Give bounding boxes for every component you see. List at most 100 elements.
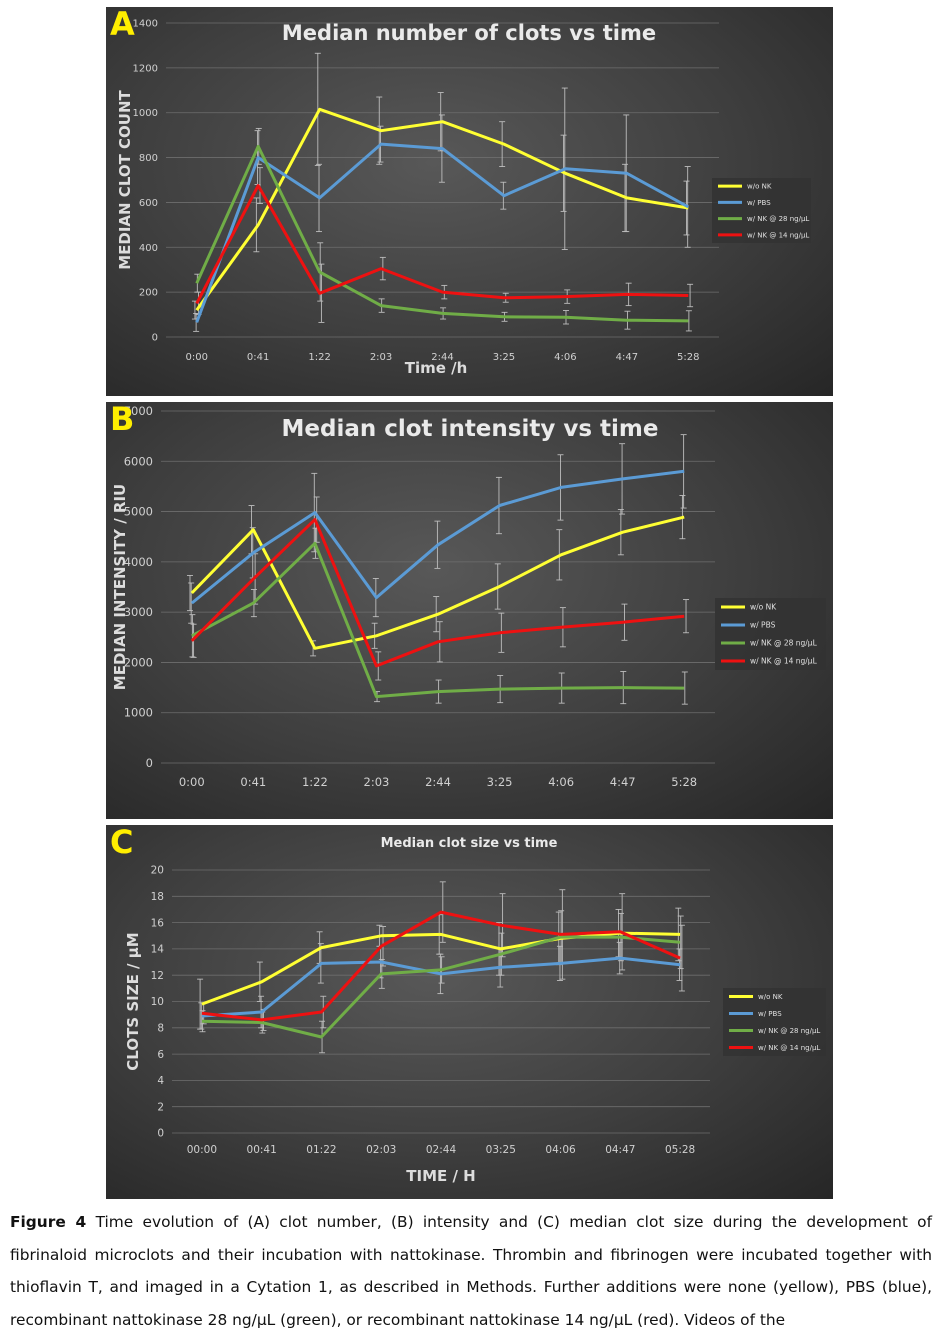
x-axis-label: TIME / H xyxy=(406,1167,475,1185)
x-tick-label: 1:22 xyxy=(302,775,328,789)
legend-box xyxy=(723,988,826,1056)
caption-label: Figure 4 xyxy=(10,1213,87,1231)
y-tick-label: 0 xyxy=(152,333,158,344)
chart-title: Median clot size vs time xyxy=(381,836,558,851)
x-tick-label: 04:47 xyxy=(605,1144,635,1156)
legend-label: w/ NK @ 14 ng/µL xyxy=(747,231,809,239)
panel-letter-b: B xyxy=(110,402,135,438)
y-tick-label: 2000 xyxy=(124,655,153,669)
chart-b-svg: 0 1000 2000 3000 4000 5000 6000 7000 0:00 0:41 1:2… xyxy=(111,404,826,789)
chart-c-svg: 0 2 4 6 8 10 12 14 16 18 20 00:00 00:41 01:22 02:03 02:… xyxy=(124,836,826,1185)
x-tick-label: 2:03 xyxy=(370,352,392,363)
y-tick-label: 3000 xyxy=(124,605,153,619)
legend-label: w/ NK @ 28 ng/µL xyxy=(747,215,809,223)
y-tick-label: 7000 xyxy=(124,404,153,418)
x-axis-label: Time /h xyxy=(405,359,468,377)
caption-text: Time evolution of (A) clot number, (B) i… xyxy=(10,1213,932,1329)
y-axis-label: MEDIAN CLOT COUNT xyxy=(116,89,134,269)
panel-letter-a: A xyxy=(110,7,135,43)
y-tick-label: 10 xyxy=(151,996,164,1008)
x-tick-label: 1:22 xyxy=(308,352,330,363)
x-tick-label: 0:41 xyxy=(240,775,266,789)
y-tick-label: 0 xyxy=(146,756,153,770)
y-tick-label: 6 xyxy=(157,1049,164,1061)
legend-box xyxy=(715,598,826,670)
series-line xyxy=(201,910,681,1022)
y-tick-label: 20 xyxy=(151,865,164,877)
series-line xyxy=(195,142,690,323)
x-tick-label: 3:25 xyxy=(487,775,513,789)
y-tick-label: 400 xyxy=(139,243,158,254)
y-tick-label: 600 xyxy=(139,198,158,209)
y-axis-label: CLOTS SIZE / µM xyxy=(124,932,142,1070)
x-tick-label: 00:41 xyxy=(247,1144,277,1156)
panel-letter-c: C xyxy=(110,825,134,861)
y-tick-label: 800 xyxy=(139,153,158,164)
y-tick-label: 6000 xyxy=(124,454,153,468)
x-tick-label: 2:44 xyxy=(425,775,451,789)
x-tick-label: 4:06 xyxy=(548,775,574,789)
legend-label: w/ PBS xyxy=(758,1010,782,1018)
x-tick-label: 5:28 xyxy=(677,352,699,363)
panel-b-intensity: 0 1000 2000 3000 4000 5000 6000 7000 0:00 0:41 1:2… xyxy=(106,402,833,819)
panel-c-clot-size: 0 2 4 6 8 10 12 14 16 18 20 00:00 00:41 01:22 02:03 02:… xyxy=(106,825,833,1199)
x-tick-label: 0:00 xyxy=(179,775,205,789)
y-tick-label: 5000 xyxy=(124,505,153,519)
y-tick-label: 8 xyxy=(157,1022,164,1034)
legend-label: w/ PBS xyxy=(747,199,771,207)
y-tick-label: 14 xyxy=(151,944,165,956)
series-line xyxy=(191,541,685,699)
legend-label: w/ NK @ 14 ng/µL xyxy=(758,1044,820,1052)
legend-label: w/o NK xyxy=(750,603,777,612)
series-line xyxy=(201,931,681,1006)
x-tick-label: 2:44 xyxy=(431,352,453,363)
legend-label: w/ NK @ 14 ng/µL xyxy=(750,657,818,666)
series-line xyxy=(190,515,685,650)
legend-label: w/ NK @ 28 ng/µL xyxy=(758,1027,820,1035)
y-tick-label: 2 xyxy=(157,1101,164,1113)
figure-caption: Figure 4 Time evolution of (A) clot numb… xyxy=(10,1206,932,1336)
legend-label: w/o NK xyxy=(747,183,772,191)
x-tick-label: 3:25 xyxy=(493,352,515,363)
x-tick-label: 02:03 xyxy=(366,1144,396,1156)
x-tick-label: 2:03 xyxy=(364,775,390,789)
legend-label: w/o NK xyxy=(758,993,783,1001)
chart-title: Median clot intensity vs time xyxy=(282,416,659,442)
x-tick-label: 4:47 xyxy=(610,775,636,789)
y-tick-label: 1000 xyxy=(124,706,153,720)
y-tick-label: 4 xyxy=(157,1075,164,1087)
y-tick-label: 18 xyxy=(151,891,164,903)
series-line xyxy=(201,956,681,1018)
x-tick-label: 4:47 xyxy=(616,352,638,363)
y-tick-label: 200 xyxy=(139,288,158,299)
y-tick-label: 1200 xyxy=(133,63,158,74)
x-tick-label: 00:00 xyxy=(187,1144,217,1156)
legend-label: w/ PBS xyxy=(750,621,776,630)
chart-title: Median number of clots vs time xyxy=(282,21,656,45)
x-tick-label: 03:25 xyxy=(486,1144,516,1156)
x-tick-label: 0:00 xyxy=(185,352,207,363)
chart-a-svg: 0 200 400 600 800 1000 1200 1400 0:00 0:41 1:22 2:0… xyxy=(116,19,811,377)
x-tick-label: 5:28 xyxy=(671,775,697,789)
x-tick-label: 01:22 xyxy=(306,1144,336,1156)
y-tick-label: 12 xyxy=(151,970,164,982)
y-axis-label: MEDIAN INTENSITY / RIU xyxy=(111,484,129,690)
panel-a-clot-count: 0 200 400 600 800 1000 1200 1400 0:00 0:41 1:22 2:0… xyxy=(106,7,833,396)
x-tick-label: 02:44 xyxy=(426,1144,457,1156)
series-line xyxy=(190,518,685,668)
y-tick-label: 1400 xyxy=(133,19,158,30)
series-line xyxy=(195,144,689,323)
x-tick-label: 0:41 xyxy=(247,352,269,363)
x-tick-label: 4:06 xyxy=(554,352,576,363)
legend-label: w/ NK @ 28 ng/µL xyxy=(750,639,818,648)
y-tick-label: 0 xyxy=(157,1128,164,1140)
series-line xyxy=(201,935,681,1039)
y-tick-label: 16 xyxy=(151,917,165,929)
y-tick-label: 4000 xyxy=(124,555,153,569)
x-tick-label: 05:28 xyxy=(665,1144,695,1156)
series-line xyxy=(195,184,689,305)
x-tick-label: 04:06 xyxy=(545,1144,576,1156)
series-line xyxy=(190,469,685,605)
y-tick-label: 1000 xyxy=(133,108,158,119)
legend-box xyxy=(712,178,811,243)
